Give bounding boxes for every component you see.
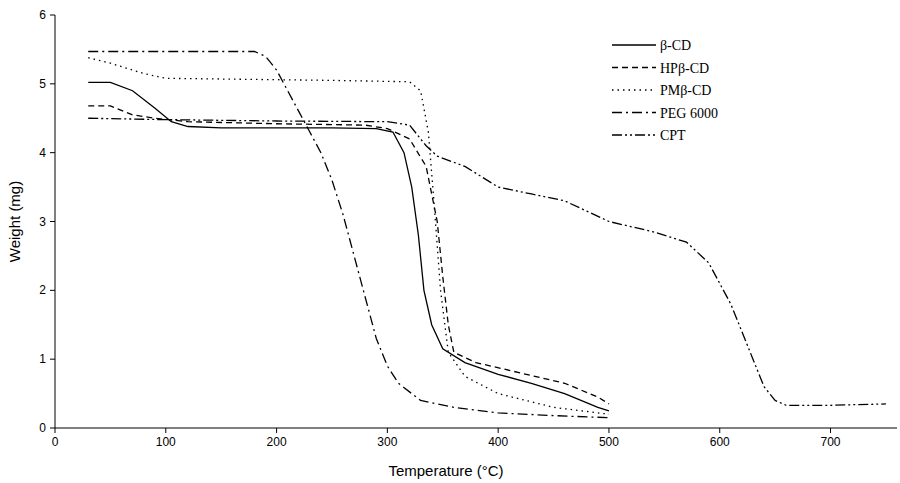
x-tick: [387, 428, 388, 433]
legend-swatch: [612, 67, 656, 69]
x-tick: [608, 428, 609, 433]
x-tick-label: 300: [377, 435, 397, 449]
series-line: [88, 58, 609, 415]
y-tick: [50, 221, 55, 222]
legend-label: PMβ-CD: [660, 83, 711, 98]
y-tick: [50, 15, 55, 16]
series-line: [88, 51, 609, 417]
x-tick-label: 500: [599, 435, 619, 449]
y-tick: [50, 290, 55, 291]
x-axis-label: Temperature (°C): [388, 462, 503, 479]
x-tick: [165, 428, 166, 433]
x-tick: [276, 428, 277, 433]
x-tick-label: 0: [52, 435, 59, 449]
y-tick: [50, 428, 55, 429]
y-tick: [50, 83, 55, 84]
legend-label: β-CD: [660, 38, 691, 53]
legend-swatch: [612, 112, 656, 114]
x-tick: [719, 428, 720, 433]
y-tick-label: 3: [39, 215, 46, 229]
y-tick-label: 4: [39, 146, 46, 160]
x-tick-label: 700: [821, 435, 841, 449]
legend: β-CD HPβ-CD PMβ-CD PEG 6000 CPT: [612, 38, 718, 143]
x-tick-label: 600: [710, 435, 730, 449]
legend-swatch: [612, 89, 656, 91]
y-axis-label: Weight (mg): [6, 181, 23, 262]
y-tick-label: 6: [39, 8, 46, 22]
x-tick: [498, 428, 499, 433]
x-tick-label: 200: [267, 435, 287, 449]
x-tick-label: 100: [156, 435, 176, 449]
legend-label: PEG 6000: [660, 106, 718, 121]
y-tick-label: 0: [39, 421, 46, 435]
x-axis-line: [55, 428, 897, 429]
y-tick-label: 1: [39, 352, 46, 366]
plot-area: [88, 51, 886, 417]
y-tick: [50, 359, 55, 360]
x-tick: [55, 428, 56, 433]
y-tick-label: 2: [39, 283, 46, 297]
y-tick-label: 5: [39, 77, 46, 91]
chart: 0 100 200 300 400 500 600 700 0 1 2 3 4 5 6 Temperature…: [0, 0, 900, 483]
legend-label: CPT: [660, 128, 686, 143]
series-line: [88, 118, 886, 405]
legend-label: HPβ-CD: [660, 61, 709, 76]
series-line: [88, 82, 609, 410]
series-line: [88, 106, 609, 404]
legend-swatch: [612, 134, 656, 136]
x-tick: [830, 428, 831, 433]
x-tick-label: 400: [488, 435, 508, 449]
y-tick: [50, 152, 55, 153]
legend-swatch: [612, 44, 656, 46]
